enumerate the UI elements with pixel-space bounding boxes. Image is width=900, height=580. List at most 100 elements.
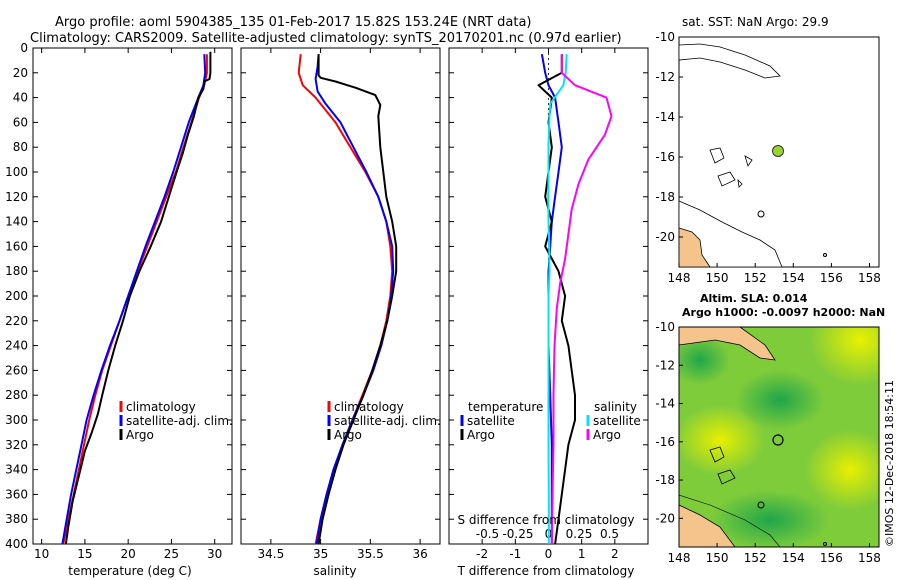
map-y-tick-label: -12	[655, 70, 675, 84]
map-bottom-title-1: Altim. SLA: 0.014	[700, 292, 808, 305]
map-x-tick-label: 150	[706, 271, 729, 285]
map-bottom-title-2: Argo h1000: -0.0097 h2000: NaN	[682, 306, 885, 319]
map-x-tick-label: 152	[744, 271, 767, 285]
x-tick-label: -2	[476, 547, 488, 561]
map-y-tick-label: -16	[655, 150, 675, 164]
title-line-1: Argo profile: aoml 5904385_135 01-Feb-20…	[55, 15, 532, 30]
y-tick-label: 100	[5, 165, 28, 179]
map-x-tick-label: 150	[706, 551, 729, 565]
map-y-tick-label: -12	[655, 358, 675, 372]
y-tick-label: 20	[13, 66, 28, 80]
series-argo	[317, 54, 398, 545]
legend-s-satellite: satellite	[593, 414, 641, 428]
map-bottom-frame	[678, 326, 880, 548]
map-x-tick-label: 154	[782, 271, 805, 285]
x-tick-label: -1	[509, 547, 521, 561]
depth-axis: 0 20 40 60 80 100 120 140 160 180 200 220 240 260 280 3…	[5, 41, 28, 551]
x-tick-label: 25	[164, 547, 179, 561]
y-tick-label: 400	[5, 537, 28, 551]
legend-argo: Argo	[334, 428, 362, 442]
y-tick-label: 60	[13, 115, 28, 129]
islands	[709, 446, 736, 485]
y-tick-label: 220	[5, 314, 28, 328]
map-x-tick-label: 156	[820, 271, 843, 285]
s-tick-label: 0.25	[566, 527, 593, 541]
y-tick-label: 140	[5, 215, 28, 229]
map-x-tick-label: 148	[668, 551, 691, 565]
salinity-legend: climatology satellite-adj. clim. Argo	[327, 400, 441, 442]
map-y-tick-label: -20	[655, 511, 675, 525]
map-top-title: sat. SST: NaN Argo: 29.9	[682, 15, 829, 29]
t-diff-xlabel: T difference from climatology	[457, 564, 635, 578]
map-top[interactable]	[678, 36, 880, 268]
legend-satellite: satellite-adj. clim.	[334, 414, 441, 428]
y-tick-label: 160	[5, 239, 28, 253]
map-y-tick-label: -10	[655, 30, 675, 44]
map-bottom-axes: 148 150 152 154 156 158 -10 -12 -14 -16 -18 -20	[655, 320, 881, 565]
x-tick-label: 35.5	[357, 547, 384, 561]
x-tick-label: 10	[34, 547, 49, 561]
australia-coast	[678, 200, 783, 268]
sla-low	[710, 490, 830, 547]
map-bottom[interactable]	[670, 295, 900, 550]
y-tick-label: 120	[5, 190, 28, 204]
map-y-tick-label: -16	[655, 435, 675, 449]
y-tick-label: 80	[13, 140, 28, 154]
legend-climatology: climatology	[334, 400, 404, 414]
y-tick-label: 280	[5, 388, 28, 402]
map-x-tick-label: 158	[858, 271, 881, 285]
x-tick-label: 2	[611, 547, 619, 561]
map-y-tick-label: -18	[655, 473, 675, 487]
y-tick-label: 200	[5, 289, 28, 303]
difference-legend: temperature satellite Argo salinity sate…	[460, 400, 641, 442]
map-y-tick-label: -14	[655, 397, 675, 411]
argo-location-marker[interactable]	[772, 434, 784, 446]
difference-chart: -2 -1 0 1 2-0.5 -0.25 0 0.25 0.5	[449, 47, 648, 561]
islands	[709, 147, 753, 188]
legend-s-argo: Argo	[593, 428, 621, 442]
map-x-tick-label: 148	[668, 271, 691, 285]
temperature-xlabel: temperature (deg C)	[68, 564, 191, 578]
legend-climatology: climatology	[126, 400, 196, 414]
y-tick-label: 40	[13, 91, 28, 105]
x-tick-label: 15	[77, 547, 92, 561]
y-tick-label: 180	[5, 264, 28, 278]
sla-low	[679, 335, 730, 385]
temperature-legend: climatology satellite-adj. clim. Argo	[119, 400, 233, 442]
argo-location-marker[interactable]	[772, 145, 784, 157]
land-australia	[679, 504, 736, 547]
y-tick-label: 340	[5, 463, 28, 477]
reef	[757, 210, 765, 218]
s-diff-xlabel: S difference from climatology	[458, 513, 635, 527]
temperature-panel	[32, 47, 233, 545]
map-top-axes: 148 150 152 154 156 158 -10 -12 -14 -16 -18 -20	[655, 30, 881, 285]
y-tick-label: 300	[5, 413, 28, 427]
shelf-contour	[679, 494, 781, 547]
map-y-tick-label: -18	[655, 190, 675, 204]
map-x-tick-label: 152	[744, 551, 767, 565]
reef-small	[823, 253, 827, 257]
series-satellite-adj-clim-	[314, 54, 395, 545]
x-tick-label: 34.5	[257, 547, 284, 561]
temperature-chart: 10 15 20 25 30	[33, 47, 232, 561]
map-y-tick-label: -14	[655, 110, 675, 124]
y-tick-label: 240	[5, 339, 28, 353]
legend-salinity-title: salinity	[594, 400, 637, 414]
map-x-tick-label: 156	[820, 551, 843, 565]
legend-t-argo: Argo	[467, 428, 495, 442]
series-satellite-adj-clim-	[61, 54, 207, 545]
legend-argo: Argo	[126, 428, 154, 442]
x-tick-label: 36	[412, 547, 427, 561]
x-tick-label: 1	[578, 547, 586, 561]
reef	[757, 501, 765, 509]
x-tick-label: 0	[545, 547, 553, 561]
title-line-2: Climatology: CARS2009. Satellite-adjuste…	[30, 31, 622, 46]
series-argo	[64, 51, 212, 545]
series-s-argo	[550, 54, 613, 545]
y-tick-label: 360	[5, 487, 28, 501]
papua-coast	[678, 43, 781, 79]
legend-temperature-title: temperature	[468, 400, 543, 414]
sla-low	[735, 370, 825, 430]
legend-satellite: satellite-adj. clim.	[126, 414, 233, 428]
